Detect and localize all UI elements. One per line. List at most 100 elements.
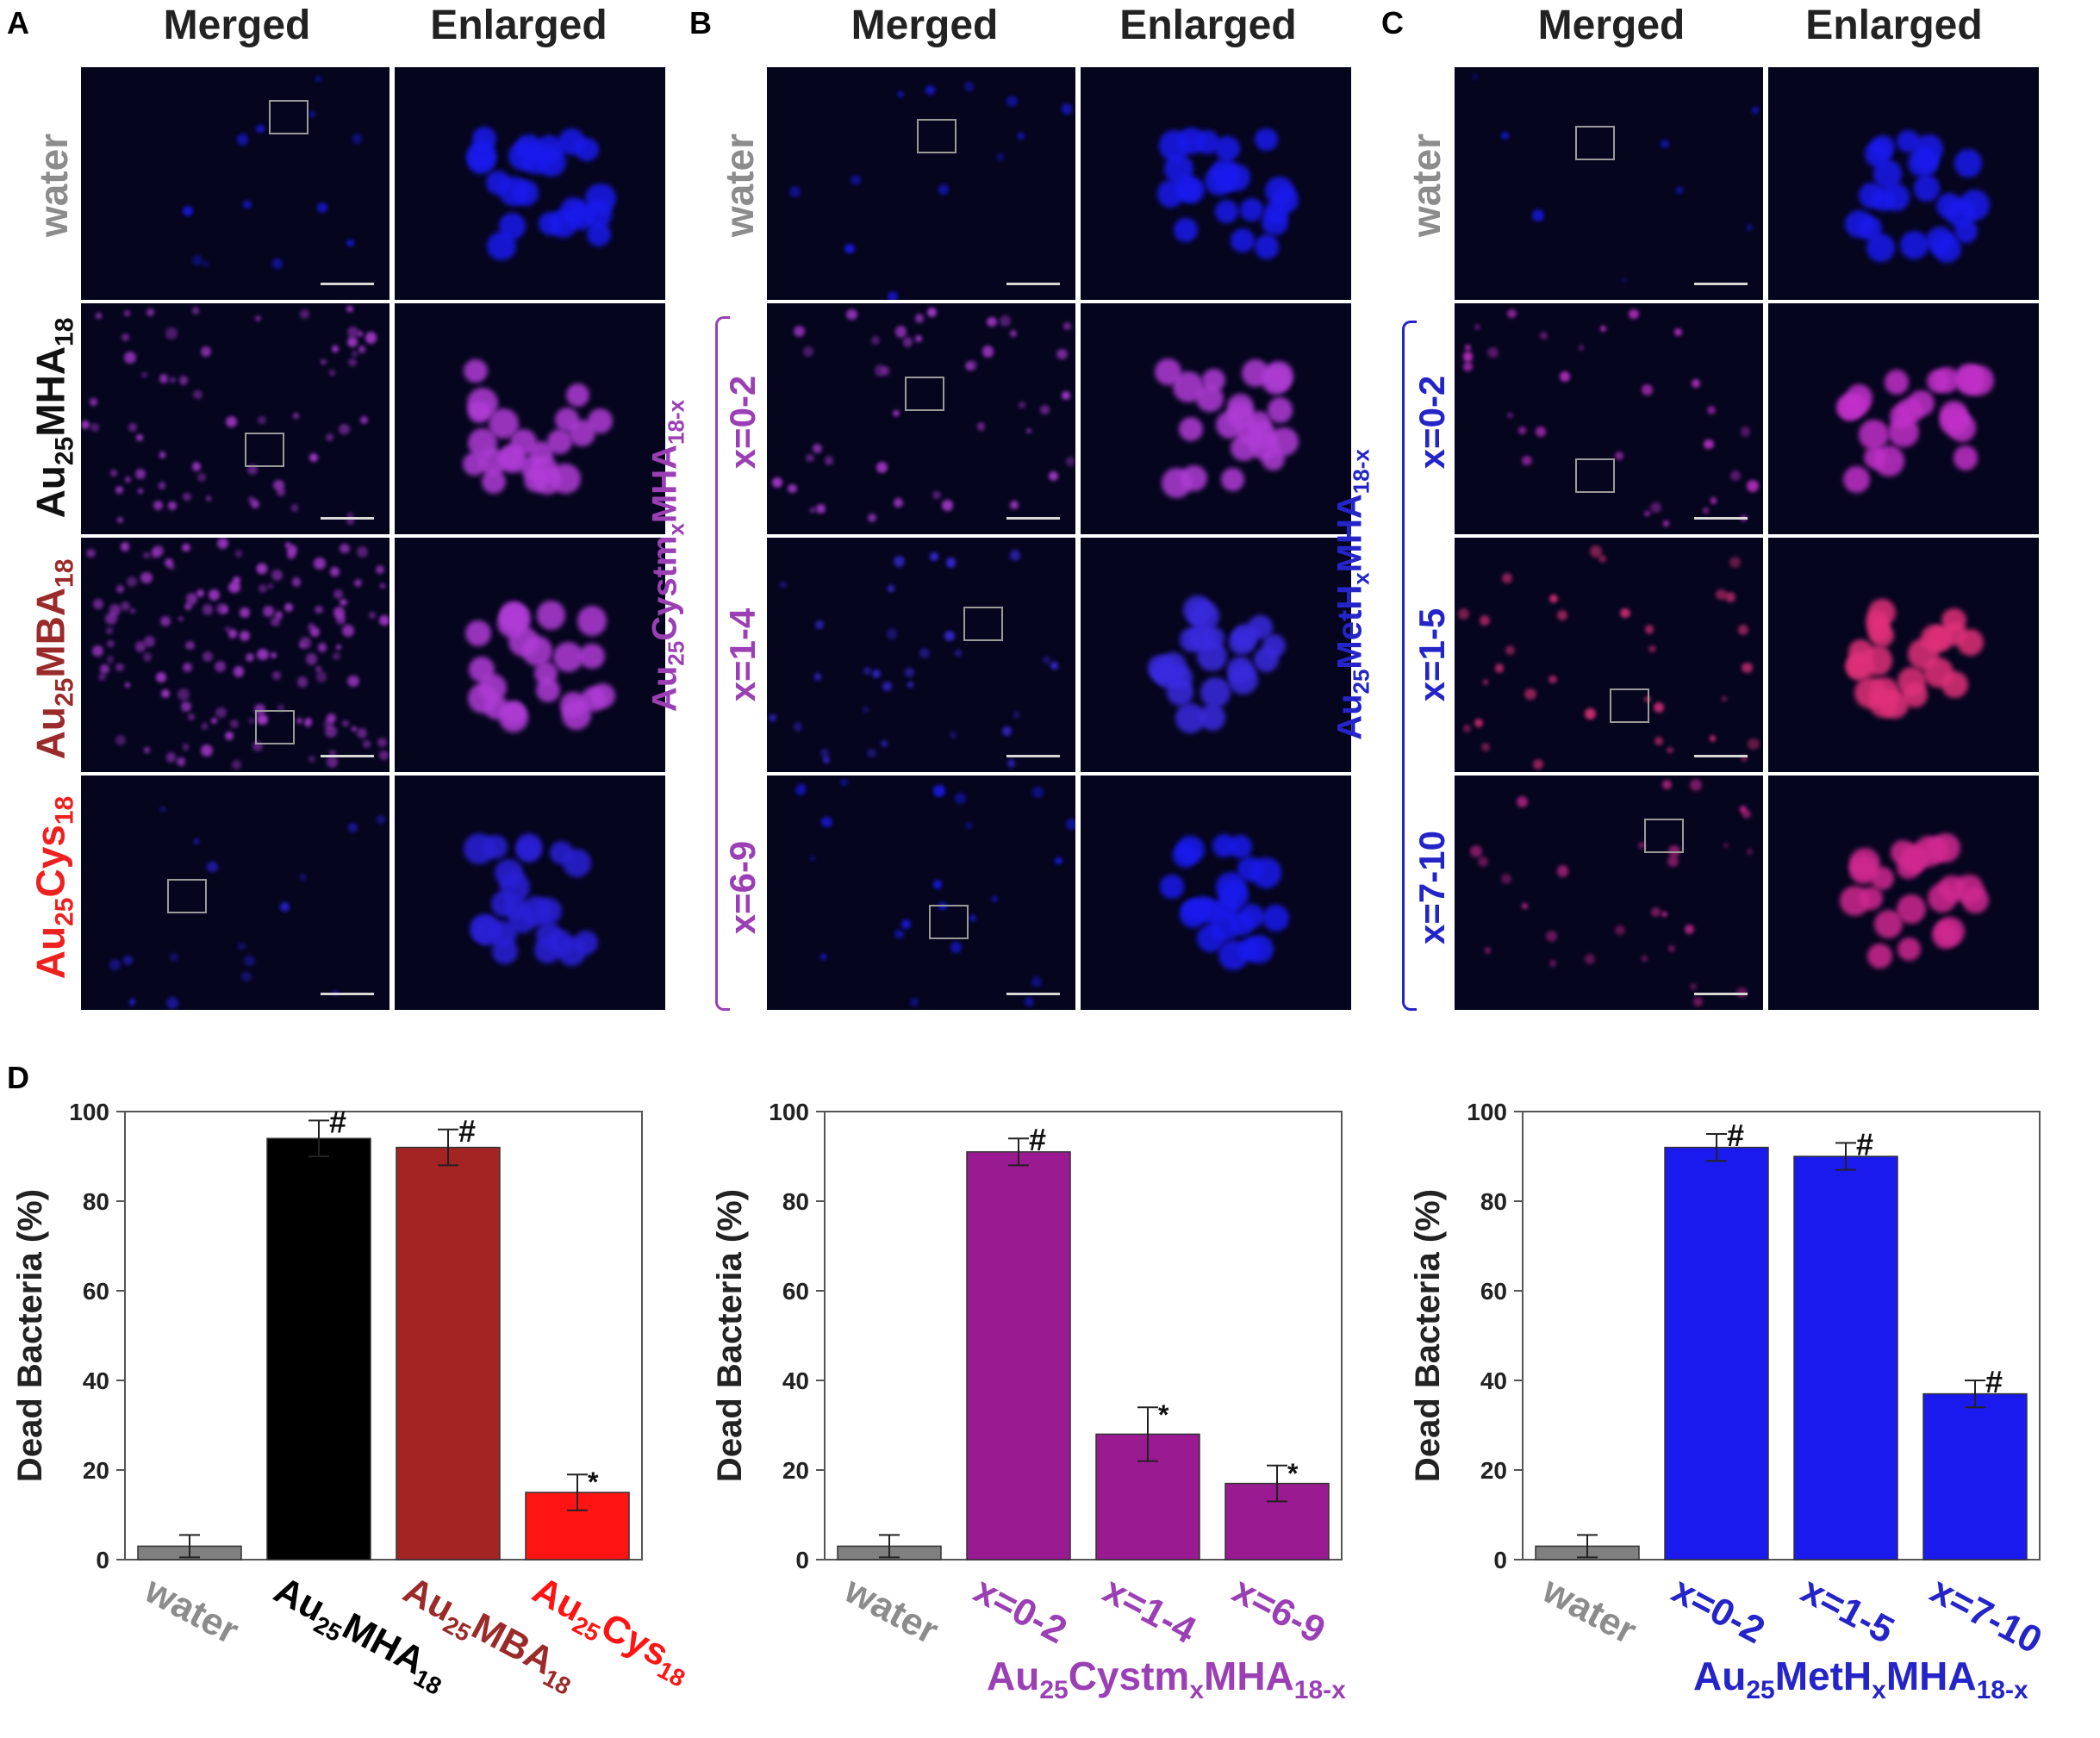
panel-letter-a: A (7, 5, 29, 40)
roi-box (917, 119, 957, 153)
roi-box (269, 100, 308, 134)
y-tick-label: 40 (782, 1367, 809, 1394)
scale-bar (1006, 755, 1060, 757)
micrograph-merged (1455, 303, 1763, 534)
micrograph-merged (1455, 538, 1763, 772)
category-label: water (1535, 1568, 1642, 1653)
y-tick-label: 0 (96, 1547, 109, 1573)
plot-frame (124, 1111, 643, 1560)
plot-frame (1522, 1111, 2041, 1560)
row-label-mha-a: Au25MHA18 (28, 317, 79, 519)
bar (266, 1137, 371, 1560)
header-merged-c: Merged (1537, 3, 1686, 48)
row-label-mba-a: Au25MBA18 (28, 558, 79, 760)
micrograph-merged (81, 776, 389, 1010)
roi-box (1610, 688, 1649, 723)
micrograph-enlarged (395, 303, 665, 534)
roi-box (963, 607, 1003, 641)
roi-box (245, 433, 284, 467)
significance-mark: * (588, 1467, 599, 1498)
row-label-water-c: water (1404, 133, 1449, 238)
bar (966, 1151, 1071, 1560)
y-tick-label: 100 (69, 1099, 109, 1125)
micrograph-merged (81, 303, 389, 534)
header-merged-a: Merged (163, 3, 311, 48)
y-tick-label: 20 (83, 1457, 109, 1484)
significance-mark: # (1029, 1122, 1046, 1157)
bar (1922, 1392, 2028, 1560)
panel-letter-c: C (1381, 5, 1404, 40)
micrograph-enlarged (1768, 538, 2039, 772)
scale-bar (1694, 993, 1748, 995)
header-merged-b: Merged (851, 3, 999, 48)
significance-mark: * (1158, 1399, 1169, 1430)
y-tick-label: 0 (1493, 1547, 1507, 1573)
y-tick-label: 60 (1480, 1278, 1507, 1305)
micrograph-merged (767, 303, 1075, 534)
bar (1793, 1156, 1898, 1560)
y-axis-label: Dead Bacteria (%) (11, 1189, 49, 1482)
micrograph-enlarged (395, 538, 665, 772)
bar (396, 1146, 501, 1560)
roi-box (929, 905, 969, 939)
category-label: x=7-10 (1923, 1569, 2048, 1662)
y-tick-label: 100 (1467, 1099, 1507, 1125)
category-label: x=0-2 (1665, 1569, 1771, 1653)
scale-bar (321, 517, 374, 520)
micrograph-enlarged (395, 67, 665, 300)
scale-bar (1006, 517, 1060, 520)
significance-mark: # (329, 1104, 346, 1139)
category-label: water (137, 1568, 245, 1653)
row-label-c-1: x=0-2 (1411, 375, 1452, 470)
y-tick-label: 0 (795, 1547, 809, 1573)
category-label: x=1-5 (1794, 1569, 1900, 1653)
roi-box (167, 879, 207, 913)
significance-mark: # (1856, 1126, 1873, 1162)
category-label: x=6-9 (1225, 1569, 1331, 1653)
row-label-c-3: x=7-10 (1411, 831, 1452, 944)
micrograph-enlarged (1081, 67, 1351, 300)
significance-mark: * (1287, 1458, 1299, 1489)
y-tick-label: 60 (782, 1278, 809, 1305)
header-enlarged-a: Enlarged (430, 3, 608, 48)
panel-letter-b: B (689, 5, 712, 40)
scale-bar (1006, 993, 1060, 995)
brace-meth (1402, 321, 1417, 1011)
micrograph-enlarged (1081, 303, 1351, 534)
scale-bar (321, 993, 374, 995)
y-tick-label: 40 (1480, 1367, 1507, 1394)
bar-chart-d2: 0 20 40 60 80 100 Dead Bacteria (%) water # x=0-2… (711, 1099, 1343, 1653)
roi-box (1644, 819, 1684, 853)
row-label-water-a: water (31, 133, 76, 238)
y-tick-label: 80 (83, 1188, 109, 1215)
micrograph-enlarged (1081, 776, 1351, 1010)
category-label: x=0-2 (967, 1569, 1073, 1653)
scale-bar (1006, 283, 1060, 285)
micrograph-merged (767, 538, 1075, 772)
roi-box (255, 710, 295, 744)
y-tick-label: 20 (1480, 1457, 1507, 1484)
y-axis-label: Dead Bacteria (%) (711, 1189, 749, 1482)
brace-cystm (715, 316, 730, 1011)
significance-mark: # (1985, 1364, 2003, 1399)
micrograph-enlarged (395, 776, 665, 1010)
scale-bar (321, 283, 374, 285)
micrograph-enlarged (1768, 776, 2039, 1010)
micrograph-enlarged (1768, 303, 2039, 534)
micrograph-merged (81, 538, 389, 772)
y-tick-label: 60 (83, 1278, 109, 1305)
roi-box (905, 377, 944, 411)
row-label-c-2: x=1-5 (1411, 607, 1452, 702)
category-label: x=1-4 (1096, 1569, 1203, 1653)
row-label-cys-a: Au25Cys18 (28, 795, 79, 980)
y-tick-label: 20 (782, 1457, 809, 1484)
row-label-water-b: water (717, 133, 762, 238)
micrograph-merged (767, 776, 1075, 1010)
y-tick-label: 40 (83, 1367, 109, 1394)
scale-bar (321, 755, 374, 757)
y-tick-label: 80 (782, 1188, 809, 1215)
y-tick-label: 100 (769, 1099, 809, 1125)
roi-box (1575, 126, 1615, 160)
scale-bar (1694, 283, 1748, 285)
